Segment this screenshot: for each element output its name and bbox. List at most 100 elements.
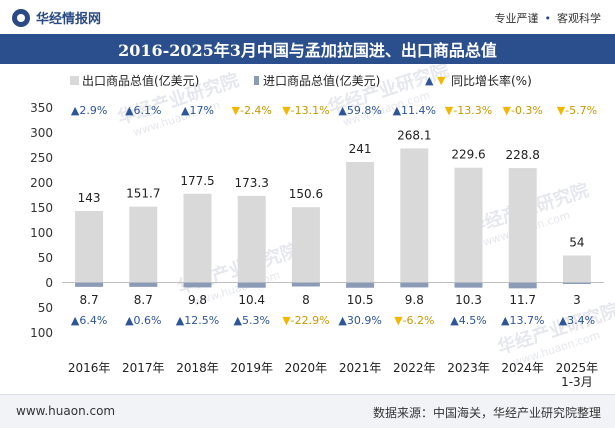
import-value-label: 9.8	[405, 293, 424, 307]
export-growth-label: ▼-2.4%	[232, 104, 272, 117]
down-arrow-icon: ▼	[232, 104, 241, 117]
legend-up-icon: ▲	[425, 74, 434, 87]
import-growth-label: ▲13.7%	[501, 314, 544, 327]
export-bar	[291, 207, 320, 283]
export-growth-label: ▲6.1%	[125, 104, 161, 117]
y-tick-label: 250	[30, 151, 53, 165]
import-growth-label-value: 6.4%	[79, 314, 107, 327]
export-value-label: 229.6	[451, 148, 485, 162]
export-growth-label: ▼-5.7%	[557, 104, 597, 117]
legend-growth-label: 同比增长率(%)	[451, 73, 532, 88]
export-bar	[129, 206, 158, 283]
import-value-label: 10.4	[238, 293, 265, 307]
import-bar	[75, 282, 104, 287]
y-tick-label: 350	[30, 101, 53, 115]
import-bar	[183, 282, 212, 288]
y-tick-label: 300	[30, 126, 53, 140]
up-arrow-icon: ▲	[393, 104, 402, 117]
import-bar	[237, 282, 266, 288]
x-tick-label: 2022年	[393, 361, 436, 375]
export-growth-label: ▲59.8%	[338, 104, 381, 117]
logo-icon	[12, 8, 30, 27]
export-bar	[183, 193, 212, 283]
import-value-label: 10.5	[347, 293, 374, 307]
footer-url[interactable]: www.huaon.com	[16, 404, 116, 418]
export-growth-label: ▼-0.3%	[503, 104, 543, 117]
export-value-label: 268.1	[397, 128, 431, 142]
export-bar	[346, 162, 375, 283]
down-arrow-icon: ▼	[282, 314, 291, 327]
import-growth-label: ▲4.5%	[450, 314, 486, 327]
export-growth-label-value: -13.3%	[453, 104, 492, 117]
down-arrow-icon: ▼	[282, 104, 291, 117]
legend-down-icon: ▼	[437, 74, 446, 87]
import-value-label: 9.8	[188, 293, 207, 307]
up-arrow-icon: ▲	[338, 104, 347, 117]
up-arrow-icon: ▲	[501, 314, 510, 327]
import-growth-label-value: 12.5%	[184, 314, 219, 327]
export-growth-label-value: -2.4%	[240, 104, 272, 117]
import-growth-label-value: -22.9%	[291, 314, 330, 327]
y-tick-label: 100	[30, 326, 53, 340]
up-arrow-icon: ▲	[559, 314, 568, 327]
y-tick-label: 0	[45, 276, 53, 290]
brand-name: 华经情报网	[36, 12, 102, 27]
import-growth-label-value: 30.9%	[347, 314, 382, 327]
import-value-label: 10.3	[455, 293, 482, 307]
down-arrow-icon: ▼	[394, 314, 403, 327]
footer-source: 数据来源：中国海关，华经产业研究院整理	[372, 406, 601, 420]
export-bar	[508, 168, 537, 283]
export-bar	[562, 255, 591, 283]
export-bar	[400, 148, 429, 283]
export-value-label: 177.5	[180, 174, 214, 188]
export-value-label: 143	[78, 191, 101, 205]
brand[interactable]: 华经情报网	[12, 8, 101, 27]
tagline: 专业严谨 • 客观科学	[495, 10, 602, 26]
export-growth-label-value: 6.1%	[134, 104, 162, 117]
down-arrow-icon: ▼	[503, 104, 512, 117]
x-tick-label: 2024年	[501, 361, 544, 375]
export-value-label: 151.7	[126, 187, 160, 201]
import-growth-label: ▲12.5%	[176, 314, 219, 327]
x-tick-label: 2017年	[122, 361, 165, 375]
import-growth-label: ▼-22.9%	[282, 314, 329, 327]
y-tick-label: 50	[38, 251, 53, 265]
legend-export-swatch	[70, 76, 79, 85]
y-tick-label: 200	[30, 176, 53, 190]
x-tick-label: 2019年	[230, 361, 273, 375]
top-bar: 华经情报网 专业严谨 • 客观科学	[0, 0, 615, 34]
y-tick-label: 50	[38, 301, 53, 315]
import-growth-label-value: -6.2%	[403, 314, 435, 327]
x-tick-label: 2021年	[339, 361, 382, 375]
export-value-label: 173.3	[235, 176, 269, 190]
import-growth-label: ▲6.4%	[71, 314, 107, 327]
up-arrow-icon: ▲	[125, 314, 134, 327]
export-value-label: 150.6	[289, 187, 323, 201]
import-growth-label: ▼-6.2%	[394, 314, 434, 327]
tag-separator: •	[544, 11, 552, 25]
export-value-label: 54	[569, 236, 584, 250]
export-bar	[454, 167, 483, 283]
down-arrow-icon: ▼	[445, 104, 454, 117]
up-arrow-icon: ▲	[71, 104, 80, 117]
y-tick-label: 100	[30, 226, 53, 240]
export-growth-label: ▲11.4%	[393, 104, 436, 117]
x-tick-label: 1-3月	[561, 375, 593, 389]
import-bar	[400, 282, 429, 288]
up-arrow-icon: ▲	[176, 314, 185, 327]
tag-objective: 客观科学	[557, 12, 601, 25]
export-growth-label: ▼-13.3%	[445, 104, 492, 117]
footer: www.huaon.com 数据来源：中国海关，华经产业研究院整理	[0, 394, 615, 428]
export-growth-label-value: 59.8%	[347, 104, 382, 117]
up-arrow-icon: ▲	[125, 104, 134, 117]
import-value-label: 8.7	[80, 293, 99, 307]
import-bar	[454, 282, 483, 288]
export-value-label: 241	[349, 142, 372, 156]
export-growth-label-value: 17%	[190, 104, 214, 117]
export-growth-label: ▲17%	[181, 104, 214, 117]
export-growth-label-value: -5.7%	[565, 104, 597, 117]
export-value-label: 228.8	[506, 148, 540, 162]
chart-title: 2016-2025年3月中国与孟加拉国进、出口商品总值	[0, 34, 615, 64]
x-tick-label: 2025年	[556, 361, 599, 375]
legend-import-label: 进口商品总值(亿美元)	[263, 73, 380, 88]
